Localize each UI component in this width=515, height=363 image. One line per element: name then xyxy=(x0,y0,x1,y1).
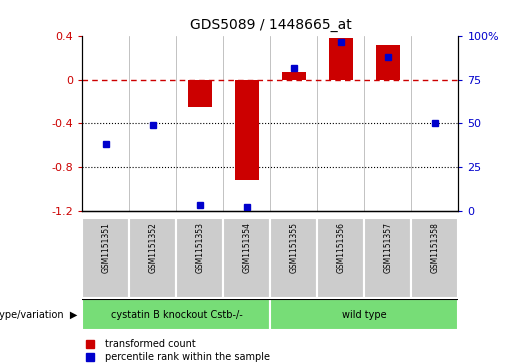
Bar xyxy=(365,218,411,298)
Text: GSM1151351: GSM1151351 xyxy=(101,222,110,273)
Text: GSM1151353: GSM1151353 xyxy=(195,222,204,273)
Bar xyxy=(376,45,400,80)
Bar xyxy=(411,218,458,298)
Text: percentile rank within the sample: percentile rank within the sample xyxy=(105,352,270,362)
Text: GSM1151358: GSM1151358 xyxy=(431,222,439,273)
Bar xyxy=(224,218,270,298)
Bar xyxy=(282,72,305,80)
Text: GSM1151354: GSM1151354 xyxy=(243,222,251,273)
Text: GSM1151352: GSM1151352 xyxy=(148,222,158,273)
Bar xyxy=(235,80,259,180)
Text: cystatin B knockout Cstb-/-: cystatin B knockout Cstb-/- xyxy=(111,310,242,320)
Bar xyxy=(129,218,176,298)
Bar xyxy=(270,218,317,298)
Bar xyxy=(188,80,212,107)
Bar xyxy=(176,218,224,298)
Title: GDS5089 / 1448665_at: GDS5089 / 1448665_at xyxy=(190,19,351,33)
Bar xyxy=(329,38,353,80)
Bar xyxy=(317,218,365,298)
Bar xyxy=(82,299,270,330)
Text: genotype/variation  ▶: genotype/variation ▶ xyxy=(0,310,77,320)
Text: GSM1151355: GSM1151355 xyxy=(289,222,298,273)
Text: wild type: wild type xyxy=(342,310,387,320)
Bar xyxy=(270,299,458,330)
Text: GSM1151357: GSM1151357 xyxy=(383,222,392,273)
Bar xyxy=(82,218,129,298)
Text: GSM1151356: GSM1151356 xyxy=(336,222,346,273)
Text: transformed count: transformed count xyxy=(105,339,196,349)
